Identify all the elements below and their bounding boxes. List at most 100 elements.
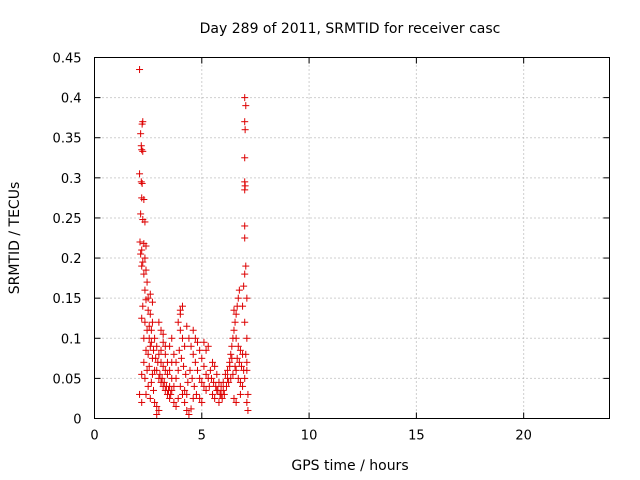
data-point bbox=[161, 350, 169, 358]
axis-ticks: 0 5 10 15 20 0 0.05 0.1 0.15 0.2 0.25 0.3 0.35 0.4 0.4… bbox=[53, 52, 610, 444]
data-point bbox=[176, 382, 184, 390]
data-point bbox=[137, 210, 145, 218]
data-point bbox=[161, 342, 169, 350]
data-point bbox=[166, 394, 174, 402]
data-point bbox=[153, 342, 161, 350]
data-point bbox=[229, 370, 237, 378]
data-point bbox=[152, 354, 160, 362]
data-point bbox=[136, 66, 144, 74]
data-point bbox=[227, 374, 235, 382]
x-tick-label: 10 bbox=[301, 429, 318, 444]
data-point bbox=[241, 118, 249, 126]
data-point bbox=[213, 370, 221, 378]
data-point bbox=[214, 386, 222, 394]
y-tick-label: 0.4 bbox=[61, 92, 82, 107]
data-point bbox=[239, 302, 247, 310]
data-point bbox=[198, 398, 206, 406]
data-point bbox=[174, 318, 182, 326]
data-point bbox=[202, 370, 210, 378]
data-point bbox=[142, 266, 150, 274]
y-tick-label: 0.3 bbox=[61, 172, 82, 187]
y-tick-label: 0.1 bbox=[61, 332, 82, 347]
data-point bbox=[183, 322, 191, 330]
data-point bbox=[241, 126, 249, 134]
data-point bbox=[243, 358, 251, 366]
data-point bbox=[205, 382, 213, 390]
data-point bbox=[140, 270, 148, 278]
data-point bbox=[192, 390, 200, 398]
plot-frame bbox=[94, 57, 610, 419]
data-point bbox=[153, 402, 161, 410]
data-point bbox=[141, 254, 149, 262]
data-point bbox=[138, 370, 146, 378]
data-point bbox=[174, 394, 182, 402]
data-point bbox=[136, 390, 144, 398]
data-point bbox=[224, 366, 232, 374]
data-point bbox=[143, 366, 151, 374]
data-point bbox=[141, 374, 149, 382]
data-point bbox=[137, 178, 145, 186]
data-point bbox=[185, 334, 193, 342]
data-point bbox=[215, 398, 223, 406]
y-tick-label: 0 bbox=[73, 413, 81, 428]
x-tick-label: 15 bbox=[408, 429, 425, 444]
data-point bbox=[242, 350, 250, 358]
data-point bbox=[147, 326, 155, 334]
data-point bbox=[190, 382, 198, 390]
data-point bbox=[172, 402, 180, 410]
data-point bbox=[143, 278, 151, 286]
data-point bbox=[236, 378, 244, 386]
data-point bbox=[184, 378, 192, 386]
data-point bbox=[188, 374, 196, 382]
data-point bbox=[138, 246, 146, 254]
data-point bbox=[232, 366, 240, 374]
data-point bbox=[174, 366, 182, 374]
data-point bbox=[237, 362, 245, 370]
data-point bbox=[144, 306, 152, 314]
data-point bbox=[234, 294, 242, 302]
data-point bbox=[159, 338, 167, 346]
data-point bbox=[241, 222, 249, 230]
data-point bbox=[146, 394, 154, 402]
data-point bbox=[200, 338, 208, 346]
data-point bbox=[198, 378, 206, 386]
data-point bbox=[191, 334, 199, 342]
data-point bbox=[182, 370, 190, 378]
data-point bbox=[166, 366, 174, 374]
data-point bbox=[142, 296, 150, 304]
data-point bbox=[240, 366, 248, 374]
data-point bbox=[243, 334, 251, 342]
data-point bbox=[175, 346, 183, 354]
data-point bbox=[144, 382, 152, 390]
data-point bbox=[180, 362, 188, 370]
data-point bbox=[181, 342, 189, 350]
data-point bbox=[196, 346, 204, 354]
data-point bbox=[222, 382, 230, 390]
data-point bbox=[241, 318, 249, 326]
data-point bbox=[230, 326, 238, 334]
data-point bbox=[244, 390, 252, 398]
data-point bbox=[139, 147, 147, 155]
data-point bbox=[146, 342, 154, 350]
y-tick-label: 0.2 bbox=[61, 252, 82, 267]
data-point bbox=[150, 386, 158, 394]
data-point bbox=[211, 394, 219, 402]
data-point bbox=[145, 362, 153, 370]
data-point bbox=[176, 306, 184, 314]
data-point bbox=[204, 342, 212, 350]
data-point bbox=[147, 378, 155, 386]
data-point bbox=[191, 358, 199, 366]
data-point bbox=[145, 334, 153, 342]
data-point bbox=[183, 390, 191, 398]
y-axis-label: SRMTID / TECUs bbox=[7, 182, 23, 295]
data-point bbox=[231, 362, 239, 370]
data-point bbox=[187, 342, 195, 350]
data-point bbox=[170, 398, 178, 406]
y-tick-label: 0.15 bbox=[53, 292, 82, 307]
data-point bbox=[244, 406, 252, 414]
data-point bbox=[242, 262, 250, 270]
data-point bbox=[146, 310, 154, 318]
data-point bbox=[227, 350, 235, 358]
data-point bbox=[202, 346, 210, 354]
